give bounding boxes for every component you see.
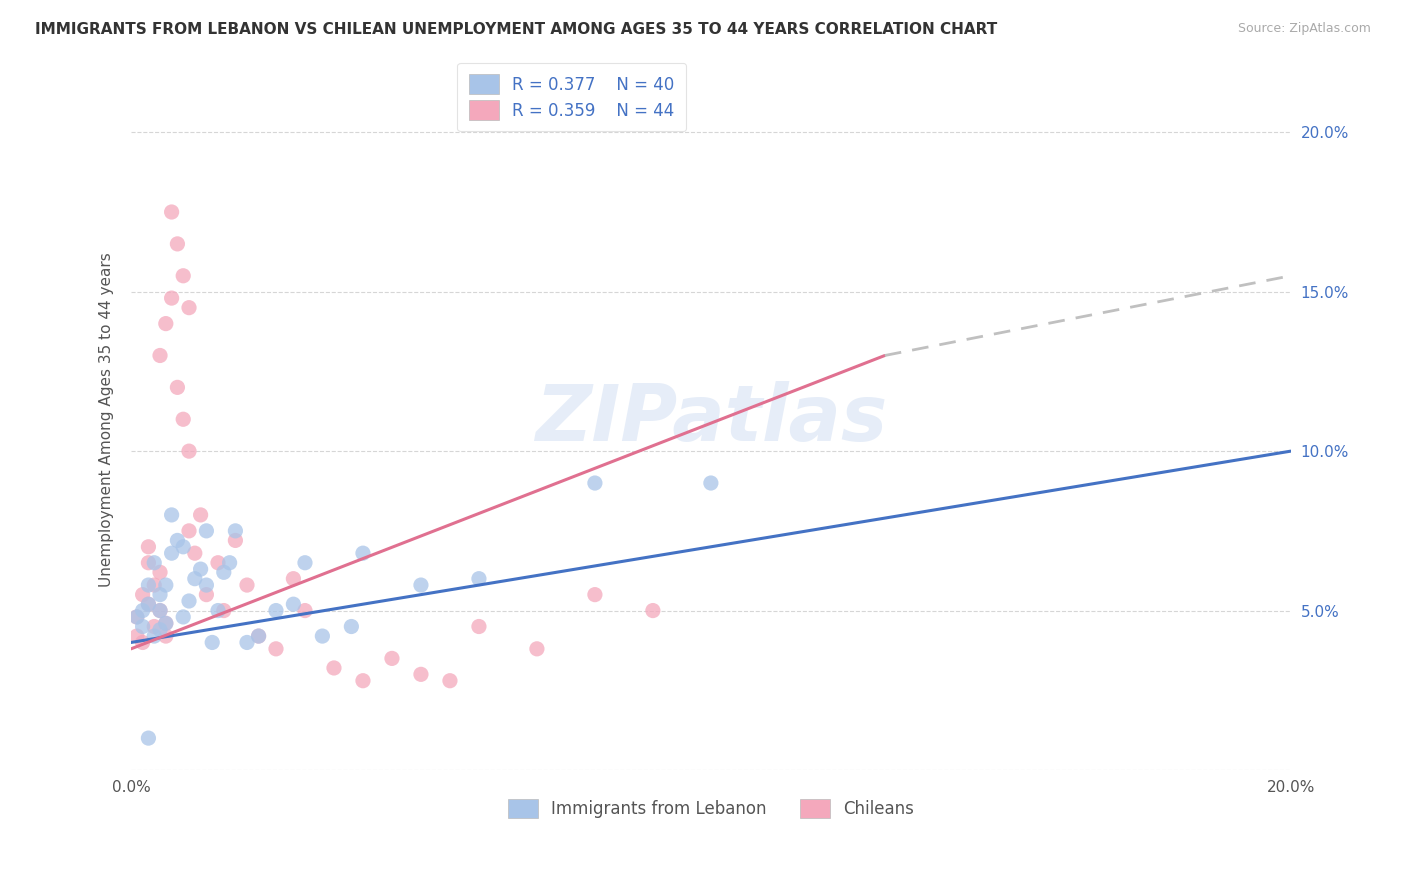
Point: [125, 629, 148, 643]
Point: [190, 562, 212, 576]
Point: [160, 291, 183, 305]
Point: [323, 661, 346, 675]
Point: [311, 629, 333, 643]
Point: [138, 556, 160, 570]
Point: [468, 619, 491, 633]
Point: [439, 673, 461, 688]
Point: [195, 588, 218, 602]
Point: [409, 667, 432, 681]
Point: [149, 588, 172, 602]
Point: [177, 594, 200, 608]
Point: [172, 610, 194, 624]
Point: [207, 603, 229, 617]
Point: [166, 380, 188, 394]
Point: [149, 603, 172, 617]
Point: [201, 635, 224, 649]
Text: IMMIGRANTS FROM LEBANON VS CHILEAN UNEMPLOYMENT AMONG AGES 35 TO 44 YEARS CORREL: IMMIGRANTS FROM LEBANON VS CHILEAN UNEMP…: [35, 22, 997, 37]
Point: [247, 629, 270, 643]
Point: [294, 556, 316, 570]
Point: [155, 317, 177, 331]
Point: [160, 546, 183, 560]
Point: [177, 444, 200, 458]
Point: [131, 635, 153, 649]
Point: [125, 610, 148, 624]
Point: [138, 731, 160, 745]
Point: [155, 616, 177, 631]
Point: [212, 566, 235, 580]
Point: [190, 508, 212, 522]
Point: [155, 629, 177, 643]
Point: [166, 533, 188, 548]
Point: [212, 603, 235, 617]
Point: [149, 623, 172, 637]
Point: [583, 476, 606, 491]
Point: [641, 603, 664, 617]
Point: [155, 616, 177, 631]
Point: [160, 508, 183, 522]
Point: [283, 572, 305, 586]
Point: [236, 635, 259, 649]
Point: [177, 301, 200, 315]
Point: [131, 603, 153, 617]
Point: [172, 268, 194, 283]
Point: [468, 572, 491, 586]
Point: [155, 578, 177, 592]
Point: [247, 629, 270, 643]
Point: [264, 641, 287, 656]
Point: [138, 540, 160, 554]
Point: [264, 603, 287, 617]
Point: [195, 524, 218, 538]
Point: [143, 629, 166, 643]
Point: [352, 673, 374, 688]
Point: [131, 588, 153, 602]
Point: [283, 597, 305, 611]
Point: [207, 556, 229, 570]
Point: [149, 349, 172, 363]
Point: [583, 588, 606, 602]
Point: [138, 597, 160, 611]
Point: [143, 619, 166, 633]
Point: [125, 610, 148, 624]
Point: [224, 533, 246, 548]
Point: [294, 603, 316, 617]
Point: [166, 236, 188, 251]
Point: [138, 578, 160, 592]
Point: [184, 572, 207, 586]
Point: [172, 540, 194, 554]
Point: [526, 641, 548, 656]
Point: [236, 578, 259, 592]
Point: [143, 556, 166, 570]
Point: [131, 619, 153, 633]
Point: [138, 597, 160, 611]
Point: [340, 619, 363, 633]
Point: [149, 603, 172, 617]
Point: [143, 578, 166, 592]
Legend: Immigrants from Lebanon, Chileans: Immigrants from Lebanon, Chileans: [501, 792, 921, 825]
Y-axis label: Unemployment Among Ages 35 to 44 years: Unemployment Among Ages 35 to 44 years: [100, 252, 114, 587]
Point: [195, 578, 218, 592]
Text: ZIPatlas: ZIPatlas: [534, 381, 887, 458]
Point: [224, 524, 246, 538]
Point: [218, 556, 240, 570]
Point: [172, 412, 194, 426]
Point: [160, 205, 183, 219]
Point: [352, 546, 374, 560]
Text: Source: ZipAtlas.com: Source: ZipAtlas.com: [1237, 22, 1371, 36]
Point: [700, 476, 723, 491]
Point: [381, 651, 404, 665]
Point: [177, 524, 200, 538]
Point: [184, 546, 207, 560]
Point: [149, 566, 172, 580]
Point: [409, 578, 432, 592]
